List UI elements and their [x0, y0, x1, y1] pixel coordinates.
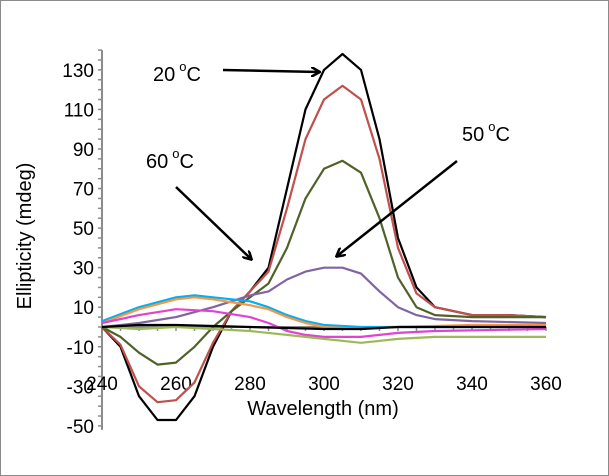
- x-tick-label: 280: [234, 374, 266, 395]
- series-line-8: [101, 325, 546, 344]
- annotation-arrow: [222, 70, 319, 72]
- annotation-arrow: [175, 186, 251, 259]
- x-tick-label: 240: [86, 374, 118, 395]
- y-tick-label: -10: [67, 338, 94, 359]
- series-line-1: [101, 52, 547, 422]
- y-tick-label: -50: [67, 417, 94, 438]
- series-line-3: [101, 159, 546, 366]
- annotation-label: 60 oC: [146, 146, 194, 173]
- y-tick-label: 10: [73, 298, 94, 319]
- y-tick-label: 130: [62, 61, 94, 82]
- annotation-label: 20 oC: [153, 59, 201, 86]
- x-tick-label: 340: [456, 374, 488, 395]
- series-line-7: [101, 308, 547, 338]
- y-tick-label: 30: [73, 259, 94, 280]
- annotation-arrow: [337, 160, 458, 256]
- y-tick-label: 70: [73, 180, 94, 201]
- y-tick-label: -30: [67, 377, 94, 398]
- series-line-2: [101, 84, 547, 404]
- x-tick-label: 300: [308, 374, 340, 395]
- x-tick-label: 360: [530, 374, 562, 395]
- series-line-9: [101, 323, 546, 331]
- x-tick-label: 260: [160, 374, 192, 395]
- y-tick-label: 110: [64, 100, 94, 121]
- y-tick-label: 50: [73, 219, 94, 240]
- annotation-label: 50 oC: [462, 119, 510, 146]
- x-tick-label: 320: [382, 374, 414, 395]
- y-axis-label: Ellipticity (mdeg): [14, 163, 36, 310]
- x-axis-label: Wavelength (nm): [247, 398, 399, 420]
- y-tick-label: 90: [73, 140, 94, 161]
